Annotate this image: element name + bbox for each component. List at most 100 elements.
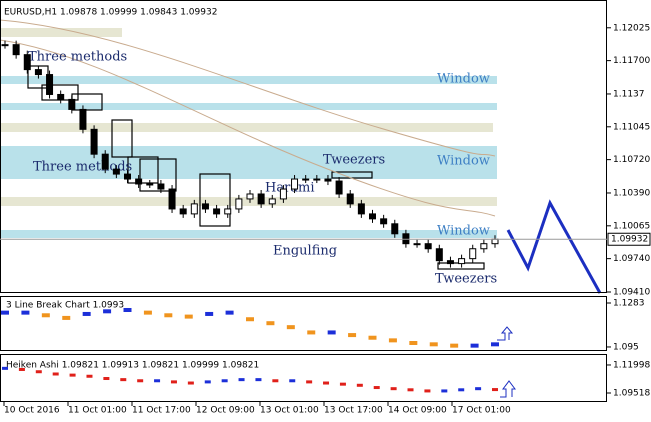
brick [286, 325, 295, 330]
ha-candle [2, 366, 8, 370]
candle [246, 193, 254, 200]
candle [23, 54, 31, 71]
ha-candle [458, 388, 465, 392]
brick [205, 311, 214, 316]
ha-candle [120, 378, 127, 382]
zone [0, 146, 497, 179]
candle [112, 168, 120, 175]
ha-candle [272, 379, 279, 383]
ha-candle [86, 374, 93, 378]
y-tick-label: 1.11998 [613, 360, 650, 370]
x-tick-label: 13 Oct 17:00 [324, 406, 383, 416]
y-tick-label: 1.09518 [613, 388, 650, 398]
candle [101, 153, 109, 170]
brick [1, 310, 9, 315]
x-tick-label: 10 Oct 2016 [4, 406, 60, 416]
ha-candle [289, 379, 296, 383]
brick [246, 317, 254, 322]
brick [348, 333, 357, 338]
candle [168, 188, 176, 210]
brick [164, 313, 173, 318]
ha-candle [137, 379, 144, 383]
ha-candle [373, 386, 380, 390]
brick [409, 341, 418, 346]
brick [123, 307, 132, 312]
brick [184, 314, 193, 319]
candle [380, 218, 388, 225]
ha-candle [441, 389, 448, 393]
ha-candle [170, 380, 177, 384]
y-tick-label: 1.10065 [613, 221, 650, 231]
candle [357, 203, 365, 215]
candle [135, 178, 143, 185]
y-tick-label: 1.09410 [613, 287, 650, 297]
candle [201, 203, 209, 210]
candle [279, 188, 287, 200]
candle [369, 213, 376, 220]
candle [190, 203, 198, 215]
candle [402, 233, 410, 245]
brick [266, 321, 275, 326]
x-tick-label: 11 Oct 17:00 [132, 406, 191, 416]
annotation: Tweezers [435, 272, 497, 287]
brick [368, 335, 377, 340]
zone [0, 197, 497, 206]
ha-candle [154, 379, 161, 383]
ha-candle [69, 373, 76, 377]
candle [57, 93, 65, 100]
x-tick-label: 17 Oct 01:00 [452, 406, 511, 416]
candle [213, 208, 221, 215]
ha-candle [52, 372, 59, 376]
candle [34, 69, 42, 76]
x-tick-label: 12 Oct 09:00 [196, 406, 255, 416]
ha-candle [356, 383, 363, 387]
panel-title: 3 Line Break Chart 1.0993 [6, 301, 124, 311]
candle [179, 208, 187, 215]
candle [469, 248, 477, 260]
y-tick-label: 1.095 [613, 342, 639, 352]
candle [157, 183, 165, 190]
panel-frames [0, 0, 607, 402]
ha-candle [103, 377, 110, 381]
ha-candle [407, 388, 414, 392]
candle [1, 44, 9, 47]
zone [0, 28, 122, 37]
candle [458, 258, 466, 265]
annotation: Window [437, 154, 490, 169]
ha-candle [187, 381, 194, 385]
ha-candle [255, 378, 262, 382]
brick [327, 330, 336, 335]
candle [235, 198, 243, 210]
brick [41, 313, 50, 318]
annotation: Window [437, 224, 490, 239]
moving-average [0, 39, 496, 217]
candle [446, 260, 454, 265]
candle [46, 74, 54, 95]
ha-candle [238, 378, 245, 382]
ha-candle [390, 387, 397, 391]
candle [435, 248, 443, 262]
x-tick-label: 11 Oct 01:00 [68, 406, 127, 416]
moving-average [0, 19, 496, 157]
panel-title: Heiken Ashi 1.09821 1.09913 1.09821 1.09… [6, 361, 259, 371]
brick [143, 310, 152, 315]
candle [313, 178, 321, 181]
brick [307, 330, 316, 335]
brick [450, 343, 459, 348]
brick [429, 342, 438, 347]
zone [0, 230, 497, 238]
zone [0, 103, 497, 110]
ha-candle [204, 380, 211, 384]
y-tick-label: 1.11700 [613, 56, 650, 66]
ha-candle [221, 379, 228, 383]
price-box [607, 232, 651, 246]
y-tick-label: 1.09740 [613, 254, 650, 264]
candle [257, 193, 265, 205]
candle [424, 243, 432, 250]
zone [0, 76, 497, 84]
y-tick-label: 1.1137 [613, 89, 645, 99]
candle [68, 98, 76, 110]
candle [124, 173, 131, 180]
